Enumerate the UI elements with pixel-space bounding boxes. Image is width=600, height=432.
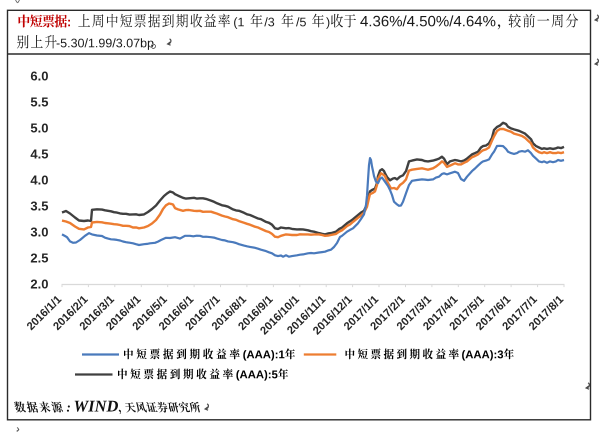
svg-text:2.0: 2.0 — [30, 277, 48, 292]
svg-text:4.0: 4.0 — [30, 173, 48, 188]
svg-text:2.5: 2.5 — [30, 251, 48, 266]
svg-text:3.5: 3.5 — [30, 199, 48, 214]
svg-text:5.0: 5.0 — [30, 121, 48, 136]
svg-text:6.0: 6.0 — [30, 69, 48, 84]
svg-text:4.5: 4.5 — [30, 147, 48, 162]
svg-text:5.5: 5.5 — [30, 95, 48, 110]
svg-text:3.0: 3.0 — [30, 225, 48, 240]
